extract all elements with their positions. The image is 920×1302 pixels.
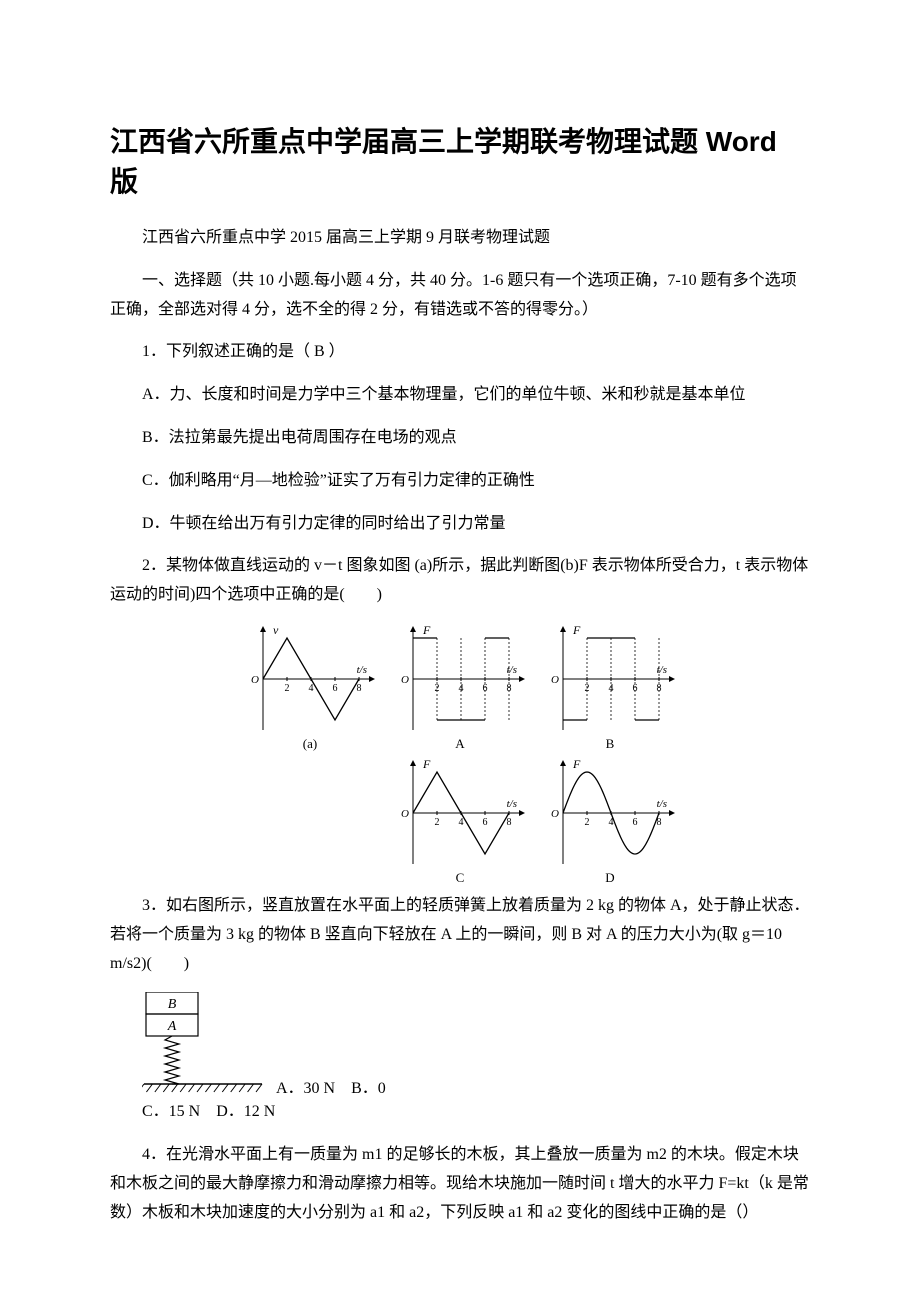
section-header: 一、选择题（共 10 小题.每小题 4 分，共 40 分。1-6 题只有一个选项… [110,267,810,325]
svg-text:F: F [422,624,431,637]
q4-stem: 4．在光滑水平面上有一质量为 m1 的足够长的木板，其上叠放一质量为 m2 的木… [110,1141,810,1227]
svg-text:F: F [572,624,581,637]
figure-row-2: 2 4 6 8 Ot/s F C 2 4 6 8 Ot/s F D [110,758,810,886]
svg-text:v: v [273,624,279,637]
spring-figure-row: BA A．30 N B．0 [142,992,810,1098]
svg-text:6: 6 [483,683,488,694]
page: 江西省六所重点中学届高三上学期联考物理试题 Word 版 江西省六所重点中学 2… [0,0,920,1302]
svg-text:t/s: t/s [357,664,367,676]
svg-text:D: D [605,870,614,885]
svg-text:A: A [455,736,465,751]
svg-text:O: O [251,674,259,686]
document-title: 江西省六所重点中学届高三上学期联考物理试题 Word 版 [110,120,810,200]
q1-option-a: A．力、长度和时间是力学中三个基本物理量，它们的单位牛顿、米和秒就是基本单位 [110,381,810,410]
q1-option-b: B．法拉第最先提出电荷周围存在电场的观点 [110,424,810,453]
svg-text:B: B [168,997,177,1012]
svg-text:t/s: t/s [657,798,667,810]
svg-text:4: 4 [309,683,314,694]
f-graph-c: 2 4 6 8 Ot/s F C [395,758,525,886]
svg-text:O: O [401,674,409,686]
f-graph-d: 2468Ot/sFD [545,758,675,886]
f-graph-b: 2 4 6 8 Ot/s F B [545,624,675,752]
svg-text:F: F [572,758,581,771]
figure-row-1: 2 4 6 8 Ot/s v (a) 2 4 6 8 Ot/s F A 2 4 6 8 Ot/s F B [110,624,810,752]
svg-text:8: 8 [507,817,512,828]
spring-diagram: BA [142,992,272,1098]
svg-text:6: 6 [333,683,338,694]
svg-text:F: F [422,758,431,771]
svg-text:O: O [401,808,409,820]
svg-text:4: 4 [609,683,614,694]
q1-option-d: D．牛顿在给出万有引力定律的同时给出了引力常量 [110,510,810,539]
svg-text:t/s: t/s [657,664,667,676]
svg-text:(a): (a) [303,736,317,751]
f-graph-a: 2 4 6 8 Ot/s F A [395,624,525,752]
q1-stem: 1．下列叙述正确的是（ B ） [110,338,810,367]
svg-text:2: 2 [585,683,590,694]
subtitle: 江西省六所重点中学 2015 届高三上学期 9 月联考物理试题 [110,224,810,253]
svg-text:t/s: t/s [507,798,517,810]
q3-stem: 3．如右图所示，竖直放置在水平面上的轻质弹簧上放着质量为 2 kg 的物体 A，… [110,892,810,978]
svg-text:2: 2 [285,683,290,694]
svg-text:C: C [456,870,465,885]
svg-text:6: 6 [633,817,638,828]
svg-text:O: O [551,808,559,820]
svg-text:2: 2 [585,817,590,828]
svg-text:8: 8 [357,683,362,694]
svg-text:2: 2 [435,817,440,828]
q2-stem: 2．某物体做直线运动的 v－t 图象如图 (a)所示，据此判断图(b)F 表示物… [110,552,810,610]
svg-text:4: 4 [459,683,464,694]
q3-options-line2: C．15 N D．12 N [110,1098,810,1127]
svg-text:A: A [167,1019,177,1034]
svg-text:6: 6 [483,817,488,828]
svg-text:B: B [606,736,615,751]
q1-option-c: C．伽利略用“月—地检验”证实了万有引力定律的正确性 [110,467,810,496]
svg-text:O: O [551,674,559,686]
svg-text:8: 8 [507,683,512,694]
svg-text:2: 2 [435,683,440,694]
vt-graph: 2 4 6 8 Ot/s v (a) [245,624,375,752]
q3-options-line1: A．30 N B．0 [276,1074,386,1098]
svg-text:4: 4 [459,817,464,828]
svg-text:6: 6 [633,683,638,694]
svg-text:t/s: t/s [507,664,517,676]
svg-text:8: 8 [657,683,662,694]
